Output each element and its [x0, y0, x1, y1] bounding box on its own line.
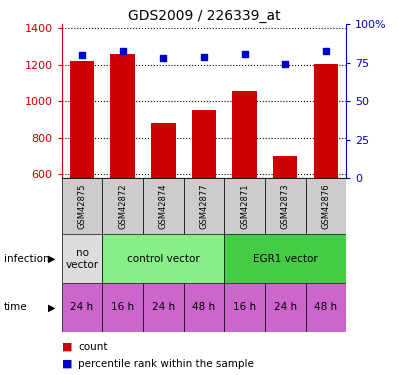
Text: no
vector: no vector [65, 248, 99, 270]
Bar [273, 156, 297, 178]
Bar [232, 91, 257, 178]
Bar [224, 234, 346, 283]
Point [242, 51, 248, 57]
Bar [102, 234, 224, 283]
Text: GSM42874: GSM42874 [159, 183, 168, 229]
Text: 16 h: 16 h [233, 303, 256, 312]
Text: EGR1 vector: EGR1 vector [253, 254, 318, 264]
Text: GSM42872: GSM42872 [118, 183, 127, 229]
Point [79, 52, 85, 58]
Text: GSM42871: GSM42871 [240, 183, 249, 229]
Text: 24 h: 24 h [274, 303, 297, 312]
Text: ■: ■ [62, 342, 72, 352]
Text: GSM42873: GSM42873 [281, 183, 290, 229]
Text: ▶: ▶ [48, 254, 55, 264]
Bar [306, 178, 346, 234]
Bar [224, 283, 265, 332]
Bar [62, 178, 102, 234]
Bar [62, 234, 102, 283]
Bar [183, 178, 224, 234]
Point [119, 48, 126, 54]
Bar [111, 54, 135, 178]
Text: 24 h: 24 h [70, 303, 94, 312]
Text: 48 h: 48 h [314, 303, 338, 312]
Bar [62, 283, 102, 332]
Bar [143, 283, 183, 332]
Point [323, 48, 329, 54]
Bar [70, 61, 94, 178]
Title: GDS2009 / 226339_at: GDS2009 / 226339_at [128, 9, 280, 23]
Text: 48 h: 48 h [192, 303, 216, 312]
Point [282, 62, 289, 68]
Text: GSM42876: GSM42876 [322, 183, 330, 229]
Point [160, 55, 166, 61]
Bar [102, 283, 143, 332]
Text: control vector: control vector [127, 254, 200, 264]
Point [201, 54, 207, 60]
Bar [314, 64, 338, 178]
Text: time: time [4, 303, 27, 312]
Text: ■: ■ [62, 359, 72, 369]
Text: GSM42877: GSM42877 [199, 183, 209, 229]
Text: GSM42875: GSM42875 [78, 183, 86, 229]
Text: 16 h: 16 h [111, 303, 134, 312]
Bar [306, 283, 346, 332]
Bar [192, 110, 216, 178]
Text: infection: infection [4, 254, 50, 264]
Text: count: count [78, 342, 108, 352]
Bar [224, 178, 265, 234]
Bar [265, 283, 306, 332]
Bar [102, 178, 143, 234]
Bar [143, 178, 183, 234]
Text: 24 h: 24 h [152, 303, 175, 312]
Bar [183, 283, 224, 332]
Text: ▶: ▶ [48, 303, 55, 312]
Bar [265, 178, 306, 234]
Text: percentile rank within the sample: percentile rank within the sample [78, 359, 254, 369]
Bar [151, 123, 176, 178]
